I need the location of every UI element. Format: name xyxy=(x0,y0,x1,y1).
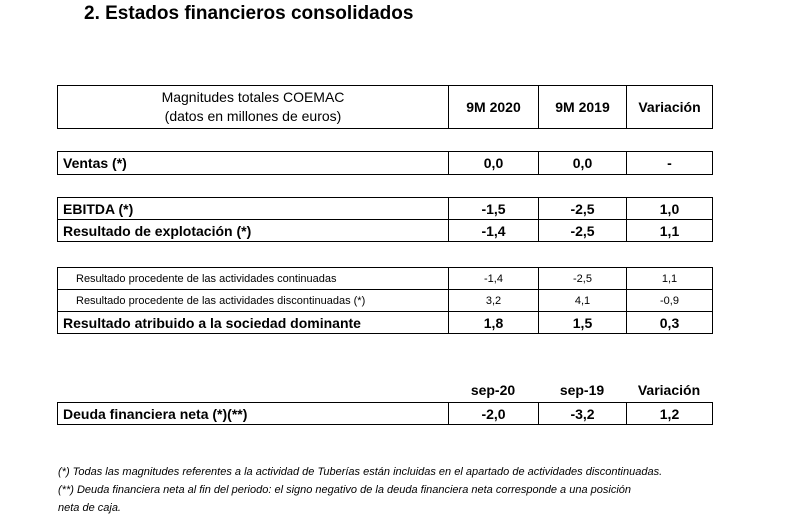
deuda-header-variacion: Variación xyxy=(637,382,701,398)
table-row: Resultado atribuido a la sociedad domina… xyxy=(57,311,713,334)
deuda-header-sep19: sep-19 xyxy=(559,382,605,398)
explotacion-value-2019: -2,5 xyxy=(538,219,627,242)
ebitda-value-2019: -2,5 xyxy=(538,197,627,220)
table-row: Resultado de explotación (*) -1,4 -2,5 1… xyxy=(57,219,713,242)
explotacion-value-2020: -1,4 xyxy=(448,219,539,242)
ventas-variacion: - xyxy=(626,151,713,175)
deuda-header: sep-20 sep-19 Variación xyxy=(57,380,712,400)
ventas-table: Ventas (*) 0,0 0,0 - xyxy=(57,151,713,175)
footnotes: (*) Todas las magnitudes referentes a la… xyxy=(58,463,718,517)
footnote-2-line1: (**) Deuda financiera neta al fin del pe… xyxy=(58,484,631,496)
table-row: Ventas (*) 0,0 0,0 - xyxy=(57,151,713,175)
deuda-label: Deuda financiera neta (*)(**) xyxy=(57,402,449,425)
table-row: Resultado procedente de las actividades … xyxy=(57,267,713,290)
deuda-value-sep20: -2,0 xyxy=(448,402,539,425)
deuda-table: Deuda financiera neta (*)(**) -2,0 -3,2 … xyxy=(57,402,713,425)
continuadas-value-2020: -1,4 xyxy=(448,267,539,290)
header-table: Magnitudes totales COEMAC (datos en mill… xyxy=(57,85,713,129)
footnote-2-line2: neta de caja. xyxy=(58,502,121,514)
ebitda-value-2020: -1,5 xyxy=(448,197,539,220)
explotacion-variacion: 1,1 xyxy=(626,219,713,242)
header-col-9m2020: 9M 2020 xyxy=(448,85,539,129)
discontinuadas-variacion: -0,9 xyxy=(626,289,713,312)
footnote-1: (*) Todas las magnitudes referentes a la… xyxy=(58,466,663,478)
atribuido-value-2020: 1,8 xyxy=(448,311,539,334)
header-label-line1: Magnitudes totales COEMAC xyxy=(161,89,345,105)
header-col-variacion: Variación xyxy=(626,85,713,129)
ebitda-variacion: 1,0 xyxy=(626,197,713,220)
ventas-label: Ventas (*) xyxy=(57,151,449,175)
discontinuadas-value-2019: 4,1 xyxy=(538,289,627,312)
deuda-variacion: 1,2 xyxy=(626,402,713,425)
section-title: 2. Estados financieros consolidados xyxy=(84,3,414,24)
atribuido-value-2019: 1,5 xyxy=(538,311,627,334)
ventas-value-2019: 0,0 xyxy=(538,151,627,175)
continuadas-value-2019: -2,5 xyxy=(538,267,627,290)
discontinuadas-value-2020: 3,2 xyxy=(448,289,539,312)
ebitda-table: EBITDA (*) -1,5 -2,5 1,0 Resultado de ex… xyxy=(57,197,713,242)
table-row: Resultado procedente de las actividades … xyxy=(57,289,713,312)
continuadas-label: Resultado procedente de las actividades … xyxy=(57,267,449,290)
explotacion-label: Resultado de explotación (*) xyxy=(57,219,449,242)
discontinuadas-label: Resultado procedente de las actividades … xyxy=(57,289,449,312)
header-label-cell: Magnitudes totales COEMAC (datos en mill… xyxy=(57,85,449,129)
table-row: EBITDA (*) -1,5 -2,5 1,0 xyxy=(57,197,713,220)
ventas-value-2020: 0,0 xyxy=(448,151,539,175)
deuda-header-sep20: sep-20 xyxy=(470,382,516,398)
deuda-value-sep19: -3,2 xyxy=(538,402,627,425)
continuadas-variacion: 1,1 xyxy=(626,267,713,290)
resultados-table: Resultado procedente de las actividades … xyxy=(57,267,713,334)
header-col-9m2019: 9M 2019 xyxy=(538,85,627,129)
table-row: Deuda financiera neta (*)(**) -2,0 -3,2 … xyxy=(57,402,713,425)
atribuido-variacion: 0,3 xyxy=(626,311,713,334)
header-label-line2: (datos en millones de euros) xyxy=(164,108,342,124)
ebitda-label: EBITDA (*) xyxy=(57,197,449,220)
atribuido-label: Resultado atribuido a la sociedad domina… xyxy=(57,311,449,334)
